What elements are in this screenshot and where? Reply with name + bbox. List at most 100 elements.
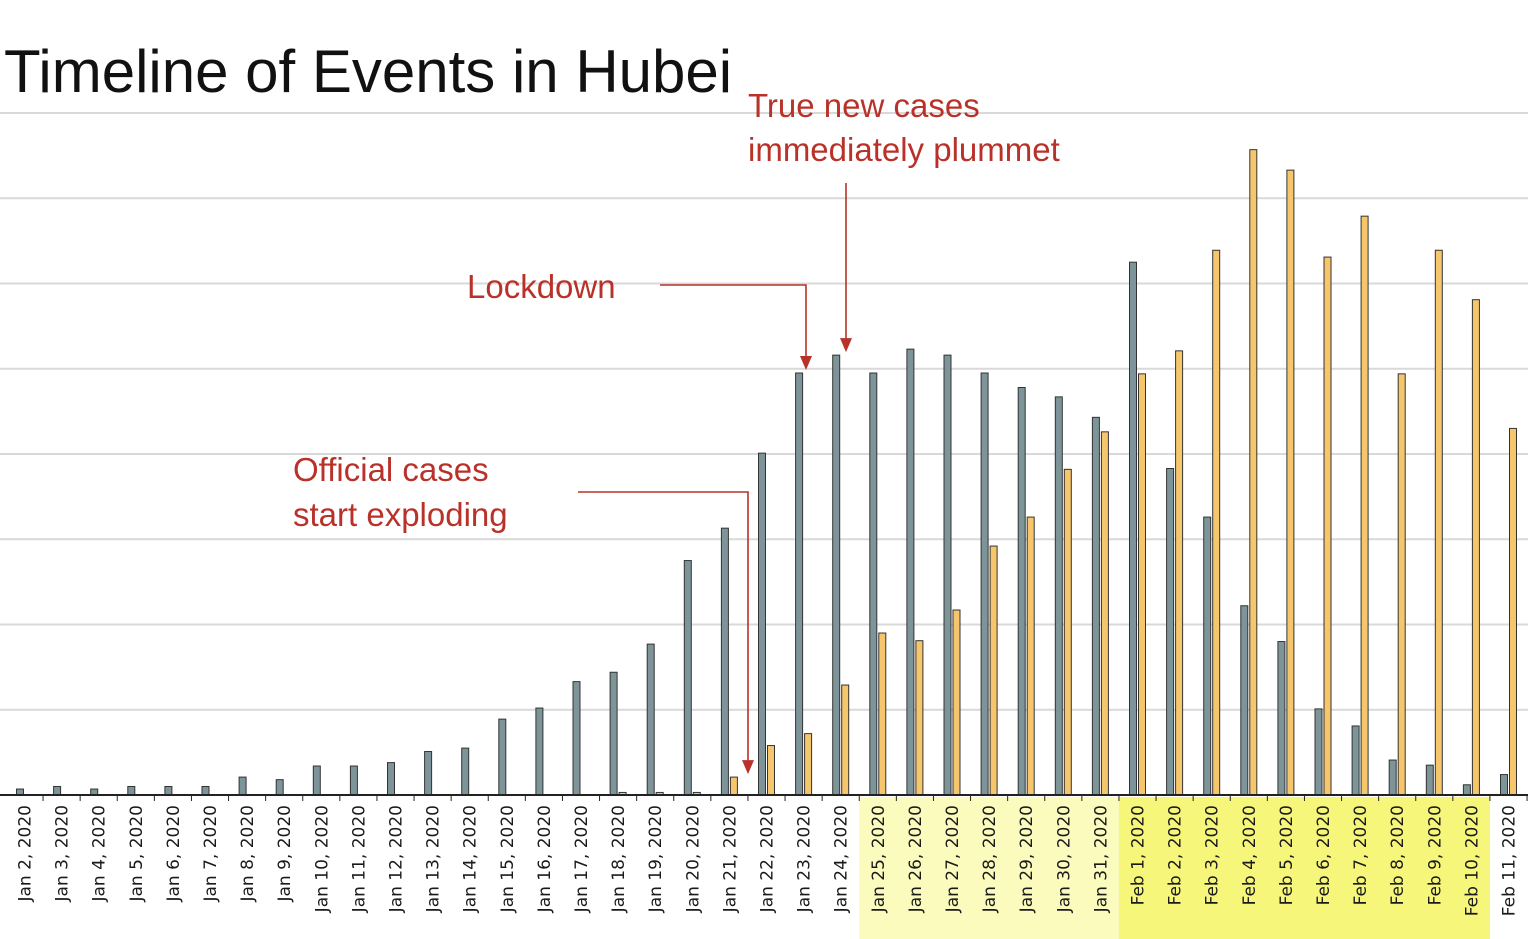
- bar-series-1: [1054, 396, 1063, 796]
- annotation-arrowhead: [840, 338, 852, 353]
- x-tick-label: Jan 11, 2020: [349, 805, 369, 913]
- bar-series-2: [1212, 249, 1221, 796]
- x-tick-label: Jan 26, 2020: [906, 805, 926, 913]
- bar-series-2: [804, 733, 813, 796]
- x-tick-label: Jan 21, 2020: [720, 805, 740, 913]
- x-tick-label: Feb 10, 2020: [1462, 805, 1482, 916]
- bar-series-1: [1351, 725, 1360, 796]
- annotation-arrowhead: [742, 760, 754, 775]
- x-tick-label: Feb 8, 2020: [1388, 805, 1408, 905]
- x-tick-label: Jan 7, 2020: [201, 805, 221, 903]
- annotation-line: start exploding: [293, 496, 508, 533]
- x-tick-label: Jan 13, 2020: [424, 805, 444, 913]
- x-tick-label: Jan 6, 2020: [164, 805, 184, 903]
- annotation-3: True new cases immediately plummet: [748, 87, 1060, 168]
- highlight-band-1: [859, 797, 1119, 939]
- annotation-leader: [578, 491, 749, 763]
- bar-series-2: [1175, 350, 1184, 796]
- bar-series-2: [1360, 215, 1369, 796]
- bars: [16, 149, 1517, 796]
- bar-series-2: [1323, 256, 1332, 796]
- x-tick-label: Feb 4, 2020: [1240, 805, 1260, 905]
- bar-series-1: [387, 762, 395, 796]
- x-tick-label: Jan 14, 2020: [461, 805, 481, 913]
- bar-series-1: [53, 785, 62, 796]
- bar-series-1: [1240, 605, 1249, 796]
- bar-series-1: [758, 452, 766, 796]
- x-tick-label: Jan 19, 2020: [646, 805, 666, 913]
- bar-series-1: [1425, 764, 1434, 796]
- bar-series-1: [646, 643, 655, 796]
- x-tick-label: Jan 17, 2020: [572, 805, 592, 913]
- chart-title: Timeline of Events in Hubei: [4, 38, 732, 105]
- bar-series-1: [1314, 708, 1323, 796]
- bar-series-1: [349, 765, 358, 796]
- x-tick-label: Feb 3, 2020: [1203, 805, 1223, 905]
- bar-series-2: [1100, 431, 1109, 796]
- bar-series-1: [906, 348, 915, 796]
- x-tick-label: Jan 2, 2020: [16, 805, 36, 903]
- bar-series-1: [238, 776, 247, 796]
- annotation-line: Official cases: [293, 451, 489, 488]
- bar-series-1: [127, 785, 136, 796]
- bar-series-1: [1500, 774, 1508, 796]
- bar-series-1: [832, 354, 841, 796]
- x-tick-label: Jan 22, 2020: [758, 805, 778, 913]
- x-tick-label: Feb 5, 2020: [1277, 805, 1297, 905]
- x-tick-label: Jan 18, 2020: [609, 805, 629, 913]
- bar-series-2: [952, 609, 961, 796]
- bar-series-2: [729, 776, 738, 796]
- bar-series-2: [1249, 149, 1258, 796]
- x-tick-label: Jan 4, 2020: [90, 805, 110, 903]
- bar-series-2: [915, 640, 924, 796]
- bar-series-1: [1462, 784, 1471, 796]
- highlight-band-2: [1118, 797, 1490, 939]
- x-tick-labels: Jan 2, 2020 Jan 3, 2020 Jan 4, 2020 Jan 5, …: [16, 795, 1528, 916]
- x-tick-label: Jan 12, 2020: [387, 805, 407, 913]
- bar-series-2: [1138, 373, 1146, 796]
- bar-series-2: [989, 545, 998, 796]
- bar-series-1: [535, 707, 544, 796]
- bar-series-1: [572, 681, 581, 796]
- annotation-line: True new cases: [748, 87, 980, 124]
- x-tick-label: Jan 23, 2020: [795, 805, 815, 913]
- bar-series-1: [1166, 467, 1175, 796]
- x-tick-label: Feb 1, 2020: [1129, 805, 1149, 905]
- x-tick-label: Feb 9, 2020: [1425, 805, 1445, 905]
- annotations: Official cases start exploding Lockdown Tru…: [293, 87, 1060, 775]
- x-tick-label: Jan 15, 2020: [498, 805, 518, 913]
- bar-series-1: [720, 527, 729, 796]
- bar-series-2: [1397, 373, 1406, 796]
- annotation-2: Lockdown: [467, 268, 616, 305]
- highlight-bands: [859, 797, 1490, 939]
- bar-series-1: [943, 354, 952, 796]
- bar-series-1: [201, 785, 210, 796]
- bar-series-1: [275, 779, 284, 796]
- bar-series-1: [312, 765, 321, 796]
- bar-series-2: [1509, 427, 1517, 796]
- x-tick-label: Jan 20, 2020: [683, 805, 703, 913]
- x-tick-label: Jan 28, 2020: [980, 805, 1000, 913]
- x-tick-label: Jan 29, 2020: [1017, 805, 1037, 913]
- bar-series-1: [1091, 416, 1100, 796]
- bar-series-1: [869, 372, 878, 796]
- bar-series-2: [1434, 249, 1443, 796]
- bar-series-1: [795, 372, 804, 796]
- bar-series-2: [767, 745, 775, 796]
- x-tick-label: Jan 31, 2020: [1091, 805, 1111, 913]
- bar-series-1: [1388, 759, 1397, 796]
- bar-series-1: [461, 747, 470, 796]
- bar-series-1: [1277, 641, 1286, 796]
- x-tick-label: Feb 6, 2020: [1314, 805, 1334, 905]
- bar-series-2: [1286, 169, 1295, 796]
- x-tick-label: Jan 5, 2020: [127, 805, 147, 903]
- bar-series-1: [683, 560, 692, 796]
- annotation-leader: [660, 284, 807, 359]
- bar-series-2: [1471, 299, 1480, 796]
- x-tick-label: Jan 30, 2020: [1054, 805, 1074, 913]
- x-tick-label: Jan 10, 2020: [312, 805, 332, 913]
- bar-series-2: [1026, 516, 1035, 796]
- x-tick-label: Jan 24, 2020: [832, 805, 852, 913]
- bar-series-2: [1063, 468, 1072, 796]
- x-tick-label: Jan 9, 2020: [275, 805, 295, 903]
